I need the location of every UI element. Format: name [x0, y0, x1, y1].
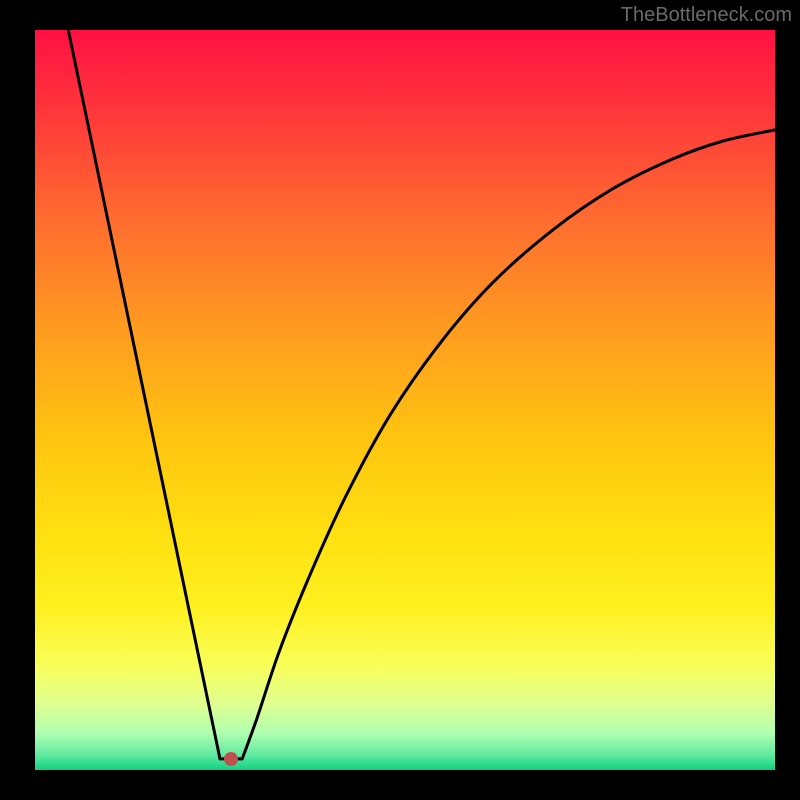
watermark-text: TheBottleneck.com: [621, 4, 792, 27]
minimum-marker: [224, 752, 238, 766]
plot-area: [35, 30, 775, 770]
bottleneck-curve: [35, 30, 775, 770]
